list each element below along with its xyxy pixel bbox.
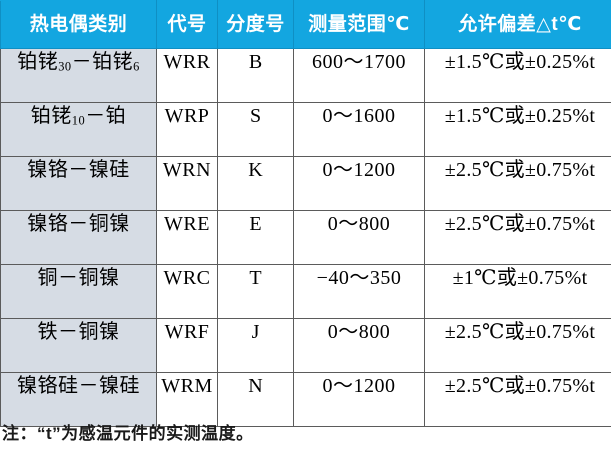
- cell-code: WRR: [156, 48, 218, 103]
- cell-code: WRN: [156, 156, 218, 211]
- cell-grade: J: [217, 318, 294, 373]
- cell-tolerance-value: ±2.5℃或±0.75%t: [444, 375, 596, 397]
- column-header-code: 代号: [156, 0, 218, 49]
- thermocouple-specification-table: 热电偶类别 代号 分度号 测量范围℃ 允许偏差△t℃ 铂铑30－铂铑6 WRR …: [0, 0, 611, 427]
- cell-type-value: 镍铬－镍硅: [27, 159, 130, 181]
- cell-tolerance-value: ±2.5℃或±0.75%t: [444, 321, 596, 343]
- cell-range-value: 0～800: [327, 213, 391, 235]
- cell-grade: T: [217, 264, 294, 319]
- cell-tolerance-value: ±1.5℃或±0.25%t: [444, 51, 596, 73]
- cell-grade-value: T: [249, 267, 262, 289]
- cell-type: 镍铬硅－镍硅: [0, 372, 157, 427]
- cell-tolerance-value: ±1℃或±0.75%t: [452, 267, 588, 289]
- table-row: 铂铑30－铂铑6 WRR B 600～1700 ±1.5℃或±0.25%t: [0, 48, 611, 103]
- cell-tolerance: ±2.5℃或±0.75%t: [424, 318, 611, 373]
- cell-tolerance: ±1.5℃或±0.25%t: [424, 102, 611, 157]
- cell-code-value: WRC: [163, 267, 211, 289]
- cell-grade-value: J: [251, 321, 260, 343]
- cell-code-value: WRF: [164, 321, 210, 343]
- cell-grade: S: [217, 102, 294, 157]
- table-row: 镍铬－铜镍 WRE E 0～800 ±2.5℃或±0.75%t: [0, 210, 611, 265]
- cell-code-value: WRP: [164, 105, 210, 127]
- cell-code-value: WRR: [163, 51, 211, 73]
- cell-type-value: 铜－铜镍: [37, 267, 120, 289]
- cell-grade-value: N: [248, 375, 263, 397]
- cell-range: 0～1600: [293, 102, 425, 157]
- cell-range-value: 600～1700: [312, 51, 406, 73]
- cell-code-value: WRE: [164, 213, 210, 235]
- cell-code: WRC: [156, 264, 218, 319]
- cell-grade: K: [217, 156, 294, 211]
- cell-tolerance: ±2.5℃或±0.75%t: [424, 210, 611, 265]
- cell-type: 镍铬－镍硅: [0, 156, 157, 211]
- cell-type: 铁－铜镍: [0, 318, 157, 373]
- column-header-range: 测量范围℃: [293, 0, 425, 49]
- cell-grade: N: [217, 372, 294, 427]
- table-header: 热电偶类别 代号 分度号 测量范围℃ 允许偏差△t℃: [0, 0, 611, 49]
- cell-tolerance-value: ±2.5℃或±0.75%t: [444, 213, 596, 235]
- cell-type: 铂铑30－铂铑6: [0, 48, 157, 103]
- cell-range: 0～800: [293, 318, 425, 373]
- cell-type-value: 镍铬硅－镍硅: [17, 375, 140, 397]
- cell-range: 0～800: [293, 210, 425, 265]
- table-row: 镍铬－镍硅 WRN K 0～1200 ±2.5℃或±0.75%t: [0, 156, 611, 211]
- cell-type-value: 铂铑10－铂: [30, 105, 127, 128]
- cell-type: 镍铬－铜镍: [0, 210, 157, 265]
- cell-grade: E: [217, 210, 294, 265]
- table-row: 铁－铜镍 WRF J 0～800 ±2.5℃或±0.75%t: [0, 318, 611, 373]
- cell-type-value: 镍铬－铜镍: [27, 213, 130, 235]
- cell-code-value: WRN: [162, 159, 212, 181]
- cell-tolerance: ±1℃或±0.75%t: [424, 264, 611, 319]
- cell-range: 0～1200: [293, 156, 425, 211]
- table-body: 铂铑30－铂铑6 WRR B 600～1700 ±1.5℃或±0.25%t 铂铑…: [0, 48, 611, 427]
- cell-grade-value: E: [249, 213, 262, 235]
- cell-type: 铂铑10－铂: [0, 102, 157, 157]
- table-row: 铜－铜镍 WRC T −40～350 ±1℃或±0.75%t: [0, 264, 611, 319]
- column-header-type: 热电偶类别: [0, 0, 157, 49]
- cell-code: WRP: [156, 102, 218, 157]
- cell-grade-value: S: [249, 105, 262, 127]
- cell-grade: B: [217, 48, 294, 103]
- cell-range: −40～350: [293, 264, 425, 319]
- cell-type-value: 铂铑30－铂铑6: [17, 51, 140, 74]
- cell-range: 0～1200: [293, 372, 425, 427]
- table-row: 镍铬硅－镍硅 WRM N 0～1200 ±2.5℃或±0.75%t: [0, 372, 611, 427]
- cell-range-value: 0～1200: [322, 375, 396, 397]
- cell-grade-value: B: [248, 51, 263, 73]
- cell-tolerance-value: ±1.5℃或±0.25%t: [444, 105, 596, 127]
- cell-tolerance: ±1.5℃或±0.25%t: [424, 48, 611, 103]
- cell-range-value: 0～1200: [322, 159, 396, 181]
- column-header-grade: 分度号: [217, 0, 294, 49]
- cell-code: WRF: [156, 318, 218, 373]
- cell-tolerance: ±2.5℃或±0.75%t: [424, 372, 611, 427]
- cell-range-value: 0～1600: [322, 105, 396, 127]
- cell-tolerance: ±2.5℃或±0.75%t: [424, 156, 611, 211]
- cell-code-value: WRM: [161, 375, 213, 397]
- cell-code: WRE: [156, 210, 218, 265]
- cell-type: 铜－铜镍: [0, 264, 157, 319]
- cell-range: 600～1700: [293, 48, 425, 103]
- table-header-row: 热电偶类别 代号 分度号 测量范围℃ 允许偏差△t℃: [0, 0, 611, 49]
- cell-range-value: 0～800: [327, 321, 391, 343]
- cell-tolerance-value: ±2.5℃或±0.75%t: [444, 159, 596, 181]
- table-row: 铂铑10－铂 WRP S 0～1600 ±1.5℃或±0.25%t: [0, 102, 611, 157]
- cell-type-value: 铁－铜镍: [37, 321, 120, 343]
- cell-grade-value: K: [248, 159, 263, 181]
- cell-code: WRM: [156, 372, 218, 427]
- table-footnote: 注：“t”为感温元件的实测温度。: [2, 424, 254, 443]
- cell-range-value: −40～350: [316, 267, 402, 289]
- column-header-tolerance: 允许偏差△t℃: [424, 0, 611, 49]
